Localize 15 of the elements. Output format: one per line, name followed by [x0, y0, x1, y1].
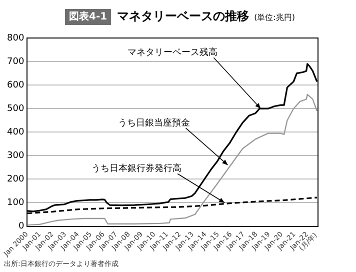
- annotation: マネタリーベース残高: [128, 46, 218, 58]
- annotation: うち日銀当座預金: [118, 117, 190, 128]
- y-tick-label: 800: [6, 33, 24, 44]
- y-tick-label: 0: [18, 222, 24, 232]
- annotation: うち日本銀行券発行高: [92, 163, 182, 174]
- y-tick-label: 400: [6, 127, 24, 138]
- y-tick-label: 600: [6, 80, 24, 90]
- chart-subtitle: (単位:兆円): [254, 13, 295, 22]
- chart-title: マネタリーベースの推移: [117, 9, 250, 24]
- text: 図表4-1: [69, 10, 108, 23]
- y-tick-label: 500: [6, 104, 24, 114]
- y-tick-label: 200: [6, 174, 24, 185]
- y-tick-label: 100: [6, 198, 24, 208]
- y-tick-label: 700: [6, 56, 24, 67]
- y-tick-label: 300: [6, 151, 24, 162]
